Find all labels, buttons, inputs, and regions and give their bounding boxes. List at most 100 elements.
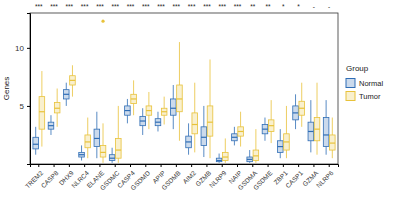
whisker-low [194,134,195,153]
box [284,106,290,158]
y-axis-title: Genes [2,77,11,101]
box [216,154,222,163]
y-tick-label: 10 [15,44,24,53]
whisker-high [317,83,318,118]
whisker-high [127,99,128,106]
whisker-high [310,100,311,122]
x-tick-mark [176,164,177,167]
whisker-low [317,141,318,155]
whisker-high [50,115,51,122]
whisker-low [295,120,296,129]
x-tick-mark [222,164,223,167]
median [39,111,45,112]
box-body [70,76,76,85]
box-body [216,158,222,161]
whisker-low [35,149,36,155]
x-tick-mark [84,164,85,167]
box-body [238,127,244,136]
box [54,89,60,127]
box [85,118,91,159]
legend-label: Normal [359,79,384,88]
whisker-high [225,138,226,152]
marks [33,20,335,163]
legend-swatch [346,79,355,88]
box [201,106,207,157]
box-body [299,101,305,115]
median [238,131,244,132]
median [201,137,207,138]
whisker-low [286,150,287,158]
whisker-low [50,129,51,135]
whisker-high [66,83,67,90]
whisker-low [271,131,272,143]
box [131,80,137,115]
box [48,115,54,135]
significance-label: * [297,3,300,10]
x-tick-mark [313,164,314,167]
whisker-low [148,115,149,129]
median [48,125,54,126]
whisker-high [87,118,88,135]
y-axis: 510 [15,14,30,165]
whisker-high [179,42,180,85]
significance-label: *** [173,3,181,10]
chart: 510TREM2CASP8DHX9NLRC4ELANEGSDMCCASP4GSD… [0,0,400,198]
median [85,141,91,142]
whisker-low [142,126,143,135]
whisker-low [326,147,327,155]
whisker-low [332,150,333,158]
whisker-high [326,100,327,117]
significance-label: *** [203,3,211,10]
x-tick: CASP1 [284,164,304,189]
significance-label: *** [81,3,89,10]
box-body [314,118,320,141]
box [308,100,314,152]
legend-entry: Tumor [346,92,381,102]
x-tick-mark [99,164,100,167]
box-body [277,141,283,153]
x-tick-mark [206,164,207,167]
x-tick-mark [252,164,253,167]
whisker-low [280,152,281,158]
median [330,142,336,143]
box-body [201,127,207,146]
whisker-high [255,129,256,150]
box-body [308,122,314,141]
significance-label: *** [127,3,135,10]
whisker-high [188,123,189,136]
x-tick-label: NLRP9 [208,169,228,189]
legend-label: Tumor [359,92,381,101]
median [33,144,39,145]
x-tick-mark [115,164,116,167]
x-tick-mark [191,164,192,167]
significance-label: *** [96,3,104,10]
box [232,127,238,146]
series-1 [39,20,335,163]
box-body [161,108,167,115]
significance-labels: ****************************************… [35,3,330,10]
whisker-low [81,157,82,160]
box-body [48,122,54,129]
whisker-high [295,94,296,106]
box [109,148,115,163]
whisker-low [72,85,73,97]
whisker-high [57,89,58,103]
median [63,94,69,95]
whisker-high [194,83,195,113]
whisker-high [234,127,235,134]
box-body [125,106,131,115]
whisker-low [66,99,67,106]
whisker-low [203,145,204,157]
whisker-high [219,154,220,159]
box [268,100,274,143]
whisker-low [157,126,158,132]
significance-label: - [313,3,315,10]
box [155,112,161,132]
median [299,108,305,109]
x-axis-line [31,165,339,168]
x-tick-mark [54,164,55,167]
whisker-high [41,71,42,97]
whisker-high [81,145,82,152]
box [253,129,259,163]
box [63,83,69,106]
